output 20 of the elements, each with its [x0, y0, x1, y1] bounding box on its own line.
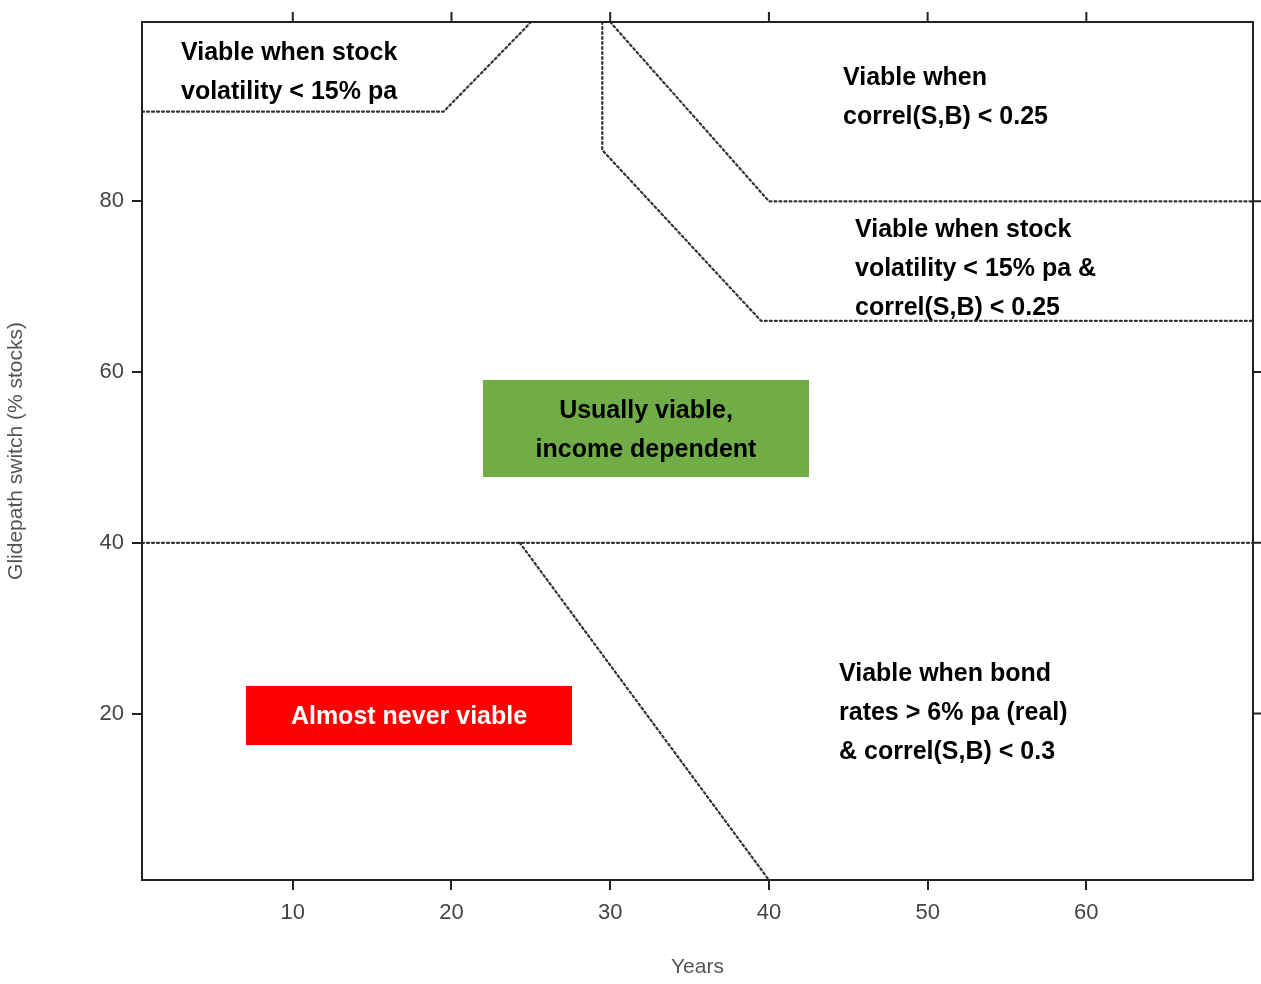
x-axis-title: Years [671, 954, 724, 978]
x-tick-label: 50 [915, 899, 940, 925]
x-tick-label: 10 [280, 899, 306, 925]
y-axis-title: Glidepath switch (% stocks) [3, 322, 27, 580]
y-tick-label: 40 [99, 528, 124, 554]
label-box: Usually viable, income dependent [483, 380, 809, 477]
annotation: Almost never viable [290, 700, 528, 731]
annotation: Viable when bond rates > 6% pa (real) & correl(S,B) < 0.3 [839, 657, 1068, 766]
x-tick-label: 20 [439, 899, 464, 925]
y-tick-label: 80 [99, 187, 124, 213]
annotation: Viable when stock volatility < 15% pa [181, 36, 398, 106]
annotation: Viable when stock volatility < 15% pa & correl(S,B) < 0.25 [855, 213, 1097, 322]
label-box: Almost never viable [246, 686, 572, 745]
annotation: Usually viable, income dependent [535, 393, 757, 464]
y-tick-label: 20 [99, 699, 124, 725]
x-tick-label: 30 [597, 899, 623, 925]
y-tick-label: 60 [99, 358, 124, 384]
x-tick-label: 40 [756, 899, 782, 925]
annotation: Viable when correl(S,B) < 0.25 [843, 61, 1048, 131]
x-tick-label: 60 [1074, 899, 1099, 925]
